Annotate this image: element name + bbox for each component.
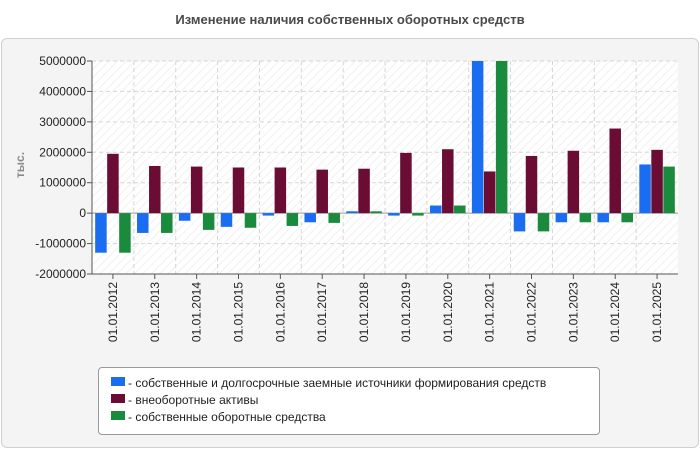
bar-working-capital [370, 211, 382, 214]
x-tick-label: 01.01.2015 [232, 282, 246, 342]
x-tick-label: 01.01.2021 [483, 282, 497, 342]
bar-noncurrent-assets [400, 152, 412, 214]
bar-sources [137, 213, 149, 233]
bar-working-capital [663, 166, 675, 214]
bar-sources [388, 213, 400, 216]
bar-noncurrent-assets [190, 166, 203, 214]
bar-working-capital [286, 213, 299, 226]
bar-noncurrent-assets [274, 167, 287, 214]
legend-swatch-blue [111, 377, 125, 387]
legend-item: - собственные оборотные средства [111, 409, 326, 424]
y-tick-label: -2000000 [35, 267, 86, 281]
bar-sources [95, 213, 107, 253]
legend-item: - внеоборотные активы [111, 392, 258, 407]
x-tick-label: 01.01.2020 [441, 282, 455, 342]
bar-sources [639, 164, 651, 214]
bar-sources [304, 213, 316, 223]
bar-noncurrent-assets [651, 149, 663, 214]
x-tick-label: 01.01.2014 [190, 282, 204, 342]
bar-sources [178, 213, 191, 221]
chart-legend: - собственные и долгосрочные заемные ист… [98, 367, 600, 435]
y-tick-label: 0 [79, 206, 86, 220]
bar-working-capital [537, 213, 550, 232]
x-tick-label: 01.01.2022 [525, 282, 539, 342]
bar-working-capital [412, 213, 424, 216]
bar-working-capital [621, 213, 633, 223]
y-tick-label: 3000000 [39, 115, 86, 129]
y-axis-label: тыс. [13, 152, 27, 178]
bar-working-capital [119, 213, 131, 253]
bar-noncurrent-assets [483, 171, 496, 214]
bar-sources [262, 213, 275, 216]
bar-noncurrent-assets [442, 149, 454, 214]
legend-item: - собственные и долгосрочные заемные ист… [111, 375, 546, 390]
legend-swatch-green [111, 411, 125, 421]
x-tick-label: 01.01.2012 [106, 282, 120, 342]
x-tick-label: 01.01.2023 [566, 282, 580, 342]
bar-noncurrent-assets [525, 155, 538, 214]
x-tick-label: 01.01.2013 [148, 282, 162, 342]
x-tick-label: 01.01.2024 [608, 282, 622, 342]
x-tick-label: 01.01.2019 [399, 282, 413, 342]
bar-noncurrent-assets [609, 128, 621, 214]
y-tick-label: 1000000 [39, 176, 86, 190]
bar-noncurrent-assets [316, 169, 328, 214]
x-tick-label: 01.01.2016 [273, 282, 287, 342]
bar-sources [346, 211, 358, 214]
bar-noncurrent-assets [567, 150, 580, 214]
x-tick-label: 01.01.2018 [357, 282, 371, 342]
y-tick-label: 5000000 [39, 54, 86, 68]
bar-working-capital [202, 213, 215, 230]
bar-working-capital [579, 213, 592, 223]
bar-sources [597, 213, 609, 223]
bar-sources [430, 205, 442, 214]
bar-noncurrent-assets [107, 153, 119, 214]
bar-working-capital [454, 205, 466, 214]
bar-sources [555, 213, 568, 223]
x-tick-label: 01.01.2017 [315, 282, 329, 342]
legend-label: - собственные и долгосрочные заемные ист… [128, 375, 547, 390]
bar-working-capital [244, 213, 257, 228]
bar-sources [471, 61, 484, 214]
legend-label: - собственные оборотные средства [128, 409, 326, 424]
bar-working-capital [161, 213, 173, 233]
legend-swatch-maroon [111, 394, 125, 404]
bar-noncurrent-assets [232, 167, 245, 214]
y-tick-label: -1000000 [35, 237, 86, 251]
x-tick-label: 01.01.2025 [650, 282, 664, 342]
legend-label: - внеоборотные активы [128, 392, 259, 407]
chart-title: Изменение наличия собственных оборотных … [175, 12, 525, 27]
bar-noncurrent-assets [358, 168, 370, 214]
bar-noncurrent-assets [149, 165, 161, 214]
bar-working-capital [495, 61, 508, 214]
y-tick-label: 4000000 [39, 84, 86, 98]
y-tick-label: 2000000 [39, 145, 86, 159]
bar-working-capital [328, 213, 340, 223]
bar-sources [220, 213, 233, 227]
bar-sources [513, 213, 526, 232]
